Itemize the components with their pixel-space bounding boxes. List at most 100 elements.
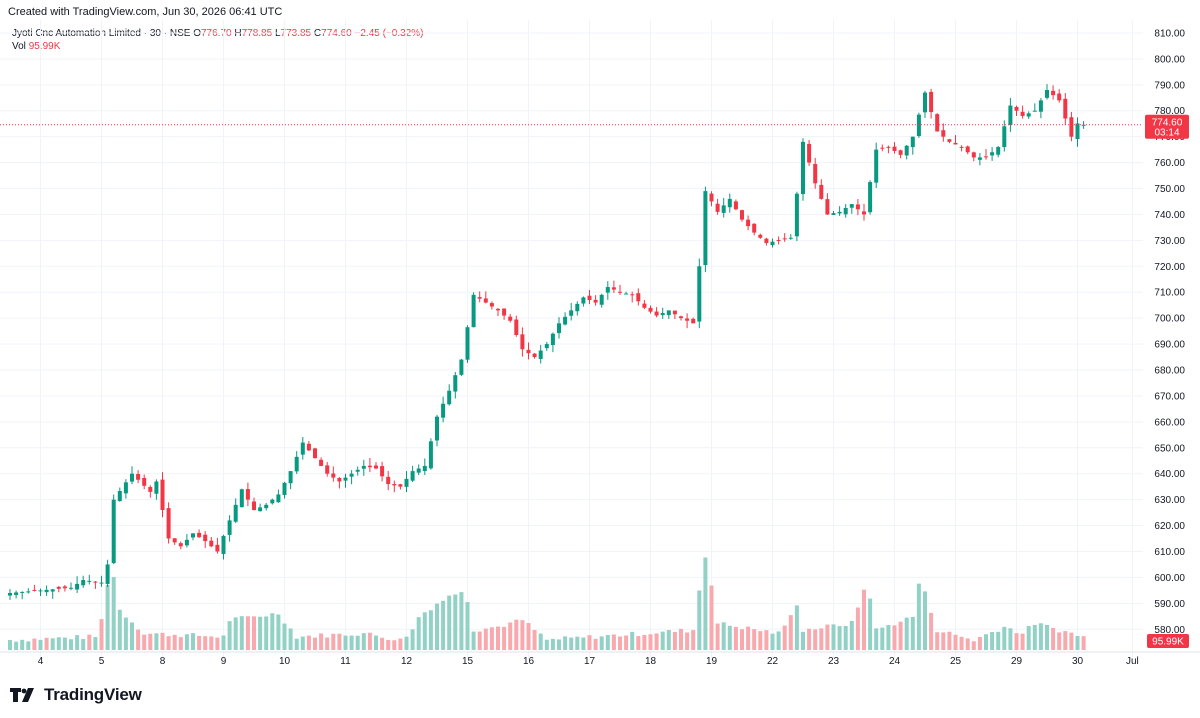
volume-bar bbox=[172, 634, 177, 650]
candle bbox=[794, 191, 799, 242]
volume-bar bbox=[514, 619, 519, 650]
candle bbox=[544, 341, 549, 351]
volume-bar bbox=[880, 627, 885, 650]
candle-body bbox=[520, 334, 525, 350]
volume-bar bbox=[965, 638, 970, 650]
volume-bar bbox=[727, 625, 732, 650]
volume-bar bbox=[465, 602, 470, 650]
candle bbox=[349, 470, 354, 485]
volume-bar bbox=[953, 634, 958, 650]
candle bbox=[563, 312, 568, 326]
close-value: 774.60 bbox=[321, 28, 352, 39]
candle bbox=[636, 288, 641, 306]
volume-bar bbox=[294, 638, 299, 650]
volume-bar bbox=[758, 631, 763, 650]
candle-body bbox=[569, 310, 574, 316]
candle bbox=[361, 459, 366, 476]
candle-body bbox=[14, 592, 19, 595]
candle-body bbox=[215, 544, 220, 552]
open-value: 776.70 bbox=[200, 28, 232, 39]
volume-bar bbox=[258, 616, 263, 650]
volume-bar bbox=[428, 610, 433, 650]
volume-bar bbox=[483, 628, 488, 650]
volume-bar bbox=[184, 634, 189, 650]
candle bbox=[319, 457, 324, 467]
volume-bar bbox=[26, 641, 31, 650]
candle bbox=[288, 471, 293, 490]
volume-bar bbox=[300, 636, 305, 650]
candle bbox=[953, 135, 958, 145]
low-label: L bbox=[274, 28, 281, 39]
volume-bar bbox=[703, 557, 708, 650]
candle-body bbox=[544, 344, 549, 349]
candle-body bbox=[197, 532, 202, 538]
candle bbox=[520, 327, 525, 357]
volume-bar bbox=[618, 636, 622, 650]
candle bbox=[1014, 105, 1019, 116]
time-tick-label: 18 bbox=[645, 656, 657, 667]
volume-bar bbox=[496, 626, 500, 650]
candle-body bbox=[733, 201, 738, 210]
candle bbox=[465, 325, 470, 363]
volume-bar bbox=[892, 625, 897, 650]
candle-body bbox=[831, 213, 836, 215]
candle bbox=[874, 142, 879, 189]
candle-body bbox=[959, 146, 964, 148]
volume-bar bbox=[209, 636, 214, 650]
candle-body bbox=[428, 441, 433, 469]
candle-body bbox=[227, 520, 232, 535]
candle bbox=[428, 438, 433, 470]
candle-body bbox=[453, 375, 458, 392]
chart-area[interactable]: 580.00 590.00 600.00 610.00 620.00 630.00 640.… bbox=[0, 20, 1200, 680]
candle bbox=[849, 203, 854, 214]
candle-body bbox=[1063, 98, 1068, 119]
candle-body bbox=[990, 152, 995, 156]
candle-body bbox=[666, 310, 671, 316]
candle bbox=[81, 575, 86, 588]
candle bbox=[270, 498, 275, 505]
candle bbox=[929, 88, 934, 119]
candle bbox=[813, 157, 818, 189]
volume-bar bbox=[599, 636, 604, 650]
volume-bar bbox=[319, 633, 324, 650]
price-axis-ticks[interactable]: 580.00 590.00 600.00 610.00 620.00 630.00 640.… bbox=[1154, 28, 1185, 635]
candle-body bbox=[184, 539, 189, 546]
tradingview-footer[interactable]: TradingView bbox=[10, 684, 142, 706]
volume-bar bbox=[563, 636, 568, 650]
volume-bar bbox=[81, 639, 86, 650]
volume-bar bbox=[947, 631, 952, 650]
candle bbox=[654, 307, 659, 318]
time-tick-label: 25 bbox=[950, 656, 962, 667]
volume-bar bbox=[441, 600, 446, 650]
volume-bar bbox=[807, 628, 812, 650]
time-tick-label: 24 bbox=[889, 656, 901, 667]
candle bbox=[367, 457, 372, 473]
candle-body bbox=[721, 205, 726, 213]
volume-bar bbox=[56, 637, 61, 650]
candle-body bbox=[526, 349, 531, 354]
volume-bar bbox=[50, 638, 55, 650]
volume-bar bbox=[1020, 633, 1025, 650]
volume-bar bbox=[1032, 624, 1037, 650]
volume-bar bbox=[630, 631, 635, 650]
candle-body bbox=[166, 508, 171, 539]
candle-body bbox=[642, 303, 647, 308]
candle bbox=[709, 191, 714, 207]
price-tick-label: 620.00 bbox=[1154, 521, 1185, 532]
volume-bar bbox=[1051, 627, 1056, 650]
volume-bar bbox=[526, 623, 531, 650]
price-tick-label: 720.00 bbox=[1154, 262, 1185, 273]
candle bbox=[453, 371, 458, 399]
volume-bar bbox=[916, 583, 921, 650]
candle-body bbox=[56, 586, 61, 589]
candle bbox=[197, 529, 202, 538]
candle bbox=[868, 180, 873, 215]
candlestick-chart[interactable]: 580.00 590.00 600.00 610.00 620.00 630.00 640.… bbox=[0, 20, 1200, 680]
volume-bar bbox=[105, 584, 110, 650]
volume-bar bbox=[898, 621, 903, 650]
volume-bar bbox=[233, 617, 238, 650]
price-tick-label: 630.00 bbox=[1154, 495, 1185, 506]
time-axis-ticks[interactable]: 4 5 8 9 10 11 12 15 16 17 18 19 22 23 24 25 29 30 Jul bbox=[0, 651, 1200, 667]
candle bbox=[483, 291, 488, 304]
volume-bar bbox=[581, 637, 586, 650]
